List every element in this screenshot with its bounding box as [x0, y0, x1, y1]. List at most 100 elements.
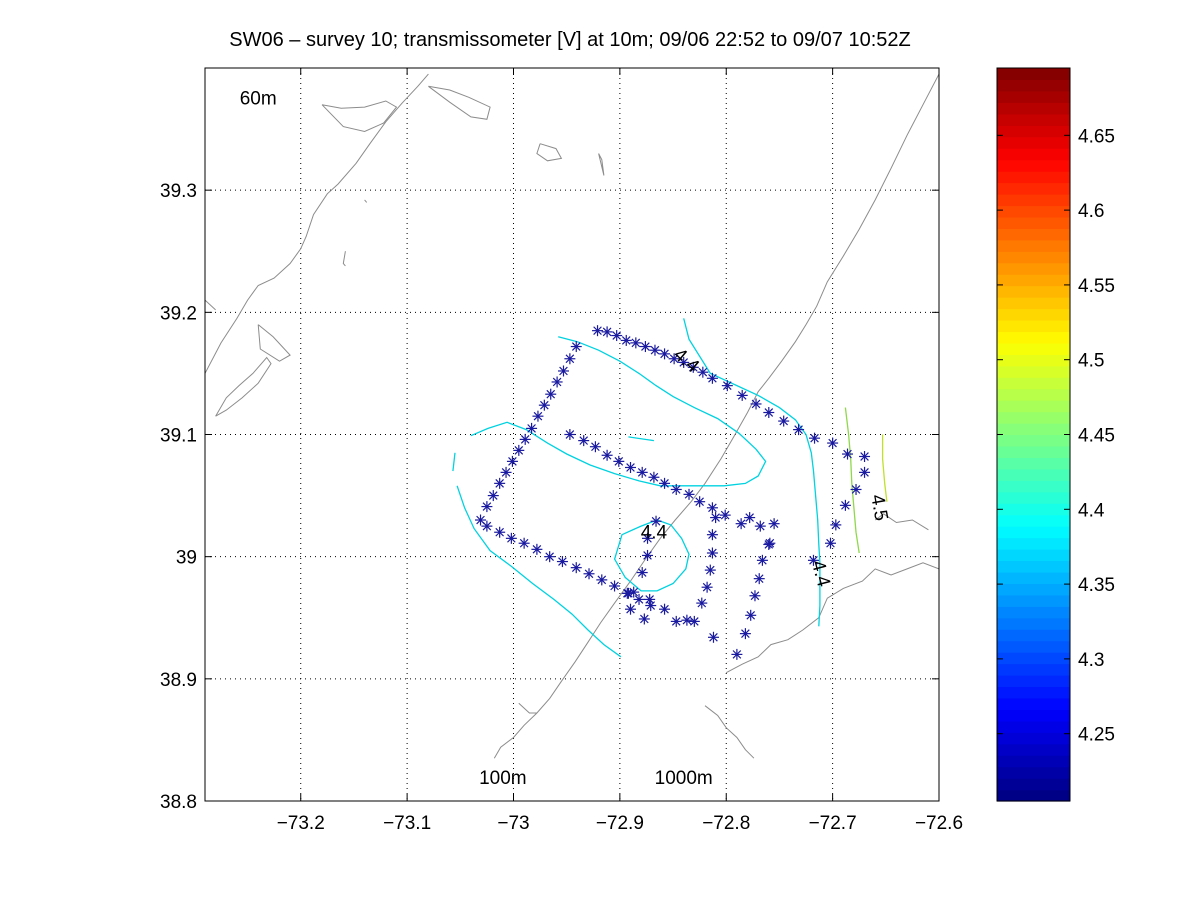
- station-marker: [745, 609, 757, 621]
- colorbar-tick-label: 4.3: [1078, 650, 1104, 671]
- station-marker: [756, 554, 768, 566]
- colorbar-strip: [997, 411, 1070, 424]
- station-marker: [842, 448, 854, 460]
- colorbar-strip: [997, 113, 1070, 126]
- colorbar-tick-label: 4.35: [1078, 575, 1115, 596]
- colorbar-strip: [997, 136, 1070, 149]
- station-marker: [736, 389, 748, 401]
- colorbar-strip: [997, 457, 1070, 470]
- chart-title: SW06 – survey 10; transmissometer [V] at…: [229, 29, 910, 51]
- station-marker: [531, 543, 543, 555]
- isobath-label: 60m: [240, 89, 277, 110]
- station-marker: [753, 573, 765, 585]
- colorbar-strip: [997, 193, 1070, 207]
- station-marker: [793, 424, 805, 436]
- colorbar-strip: [997, 148, 1070, 161]
- colorbar-strip: [997, 732, 1070, 745]
- station-marker: [659, 477, 671, 489]
- station-marker: [639, 341, 651, 353]
- station-marker: [824, 537, 836, 549]
- colorbar-strip: [997, 514, 1070, 527]
- colorbar-strip: [997, 491, 1070, 504]
- station-marker: [659, 603, 671, 615]
- station-marker: [526, 422, 538, 434]
- colorbar-strip: [997, 79, 1070, 92]
- colorbar-strip: [997, 216, 1070, 229]
- station-marker: [538, 399, 550, 411]
- isobath-line-4: [598, 153, 605, 176]
- station-marker: [768, 518, 780, 530]
- station-marker: [744, 512, 756, 524]
- colorbar-strip: [997, 365, 1070, 378]
- station-marker: [625, 461, 637, 473]
- contour-line-4.4-3: [456, 485, 622, 658]
- y-tick-label: 38.8: [160, 792, 197, 813]
- station-marker: [481, 520, 493, 532]
- colorbar-strip: [997, 251, 1070, 264]
- colorbar-strip: [997, 549, 1070, 562]
- contour-line-4.5-6: [844, 407, 860, 554]
- colorbar-strip: [997, 102, 1070, 115]
- station-marker: [583, 568, 595, 580]
- colorbar-strip: [997, 377, 1070, 390]
- station-marker: [710, 512, 722, 524]
- colorbar-strip: [997, 778, 1070, 791]
- station-marker: [850, 483, 862, 495]
- station-marker: [735, 518, 747, 530]
- isobath-line-10: [493, 73, 939, 759]
- colorbar-strip: [997, 159, 1070, 172]
- station-marker: [564, 353, 576, 365]
- station-marker: [592, 325, 604, 337]
- x-tick-label: −73: [497, 813, 529, 834]
- station-marker: [642, 549, 654, 561]
- x-tick-label: −72.9: [596, 813, 644, 834]
- x-tick-label: −73.2: [277, 813, 325, 834]
- station-marker: [601, 326, 613, 338]
- colorbar-strip: [997, 617, 1070, 630]
- colorbar-strip: [997, 480, 1070, 493]
- colorbar-strip: [997, 640, 1070, 653]
- station-marker: [642, 532, 654, 544]
- station-marker: [830, 519, 842, 531]
- station-marker: [859, 466, 871, 478]
- station-marker: [545, 388, 557, 400]
- colorbar-tick-label: 4.5: [1078, 351, 1104, 372]
- colorbar-strip: [997, 319, 1070, 333]
- station-marker: [570, 341, 582, 353]
- colorbar-strip: [997, 571, 1070, 584]
- station-marker: [645, 600, 657, 612]
- station-marker: [551, 376, 563, 388]
- station-marker: [519, 433, 531, 445]
- isobath-line-2: [428, 85, 491, 120]
- contour-label: 4.5: [866, 493, 891, 523]
- x-tick-label: −72.7: [809, 813, 857, 834]
- station-marker: [636, 567, 648, 579]
- colorbar-strip: [997, 468, 1070, 481]
- station-marker: [704, 564, 716, 576]
- colorbar-strip: [997, 675, 1070, 688]
- y-tick-label: 39: [176, 548, 197, 569]
- station-marker: [668, 353, 680, 365]
- station-marker: [719, 509, 731, 521]
- station-marker: [696, 597, 708, 609]
- station-marker: [678, 356, 690, 368]
- isobath-line-1: [321, 100, 398, 133]
- station-marker: [620, 334, 632, 346]
- station-marker: [518, 537, 530, 549]
- colorbar-tick-label: 4.25: [1078, 725, 1115, 746]
- colorbar-strip: [997, 583, 1070, 596]
- colorbar-strip: [997, 354, 1070, 367]
- station-marker: [481, 501, 493, 513]
- station-marker: [505, 532, 517, 544]
- isobath-line-14: [725, 562, 939, 674]
- station-marker: [578, 435, 590, 447]
- y-tick-label: 38.9: [160, 670, 197, 691]
- colorbar-strip: [997, 697, 1070, 710]
- station-marker: [601, 449, 613, 461]
- station-marker: [649, 344, 661, 356]
- colorbar-strip: [997, 606, 1070, 619]
- station-marker: [494, 477, 506, 489]
- colorbar-strip: [997, 182, 1070, 195]
- colorbar-strip: [997, 686, 1070, 699]
- station-marker: [731, 648, 743, 660]
